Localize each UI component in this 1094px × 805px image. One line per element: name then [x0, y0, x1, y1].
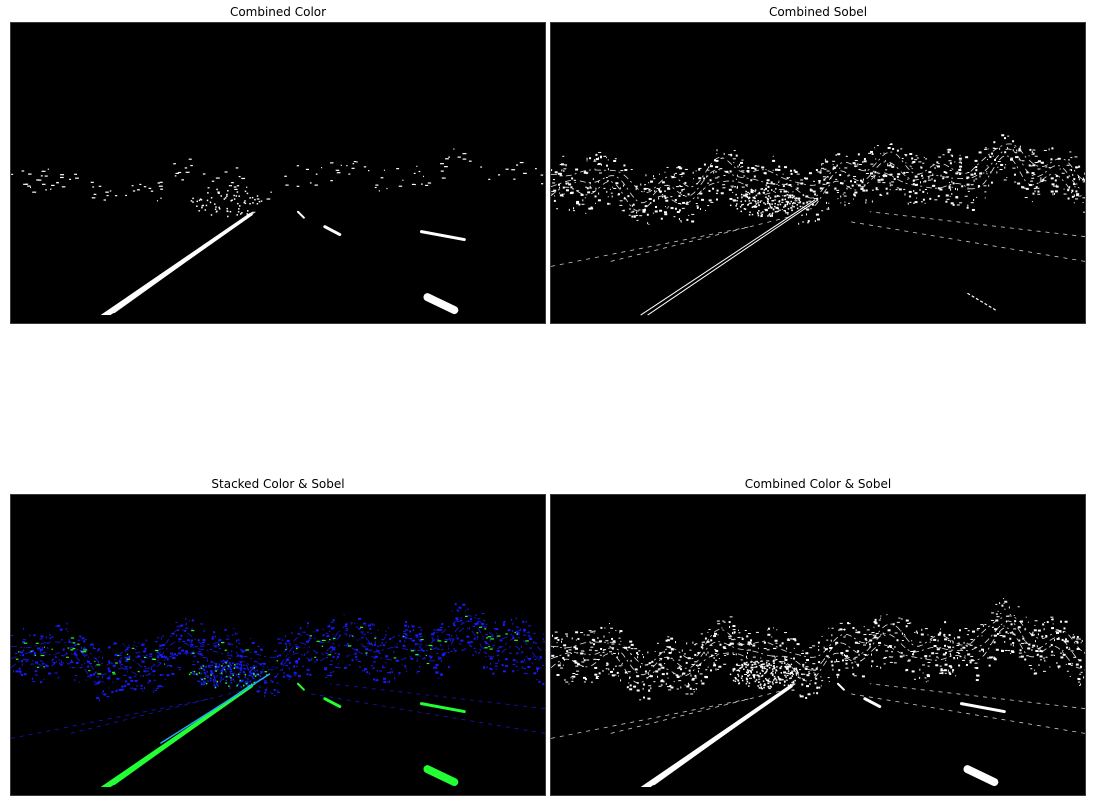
binary-image-combined-color	[11, 148, 544, 316]
panel-title: Combined Sobel	[768, 5, 868, 19]
binary-image-stacked	[11, 603, 545, 788]
right-lane-dash	[423, 293, 459, 315]
vanishing-cluster	[729, 188, 802, 218]
right-lane-dash	[323, 697, 342, 709]
left-lane-edge	[647, 199, 819, 316]
panel-stacked-color-sobel: Stacked Color & Sobel	[10, 472, 546, 798]
right-lane-dash	[296, 210, 305, 219]
image-frame	[550, 494, 1086, 796]
binary-image-combined-sobel	[551, 134, 1085, 316]
vanishing-cluster	[729, 660, 803, 690]
panel-combined-color: Combined Color	[10, 0, 546, 326]
right-lane-dash	[323, 225, 342, 237]
image-frame	[10, 22, 546, 324]
edge-pixels	[551, 598, 1085, 701]
edge-pixels	[11, 603, 545, 702]
right-lane-dash	[963, 765, 999, 787]
panel-title: Stacked Color & Sobel	[211, 477, 345, 491]
panel-combined-sobel: Combined Sobel	[550, 0, 1086, 326]
image-frame	[10, 494, 546, 796]
right-lane-dash	[959, 702, 1006, 714]
edge-pixels	[551, 134, 1085, 225]
right-lane-dash	[419, 230, 466, 242]
left-lane-edge	[640, 199, 816, 316]
vanishing-cluster	[192, 659, 263, 689]
image-frame	[550, 22, 1086, 324]
sparse-pixels	[11, 148, 544, 202]
right-lane-dash	[423, 765, 459, 787]
binary-image-combined	[551, 598, 1085, 788]
vanishing-cluster	[190, 188, 263, 218]
panel-title: Combined Color	[229, 5, 327, 19]
right-lane-dash	[296, 682, 305, 691]
right-lane-dash	[863, 697, 882, 709]
panel-title: Combined Color & Sobel	[744, 477, 892, 491]
color-pixels	[15, 615, 529, 676]
right-lane-dash	[419, 702, 466, 714]
right-lane-dash	[836, 682, 845, 691]
panel-combined-color-sobel: Combined Color & Sobel	[550, 472, 1086, 798]
